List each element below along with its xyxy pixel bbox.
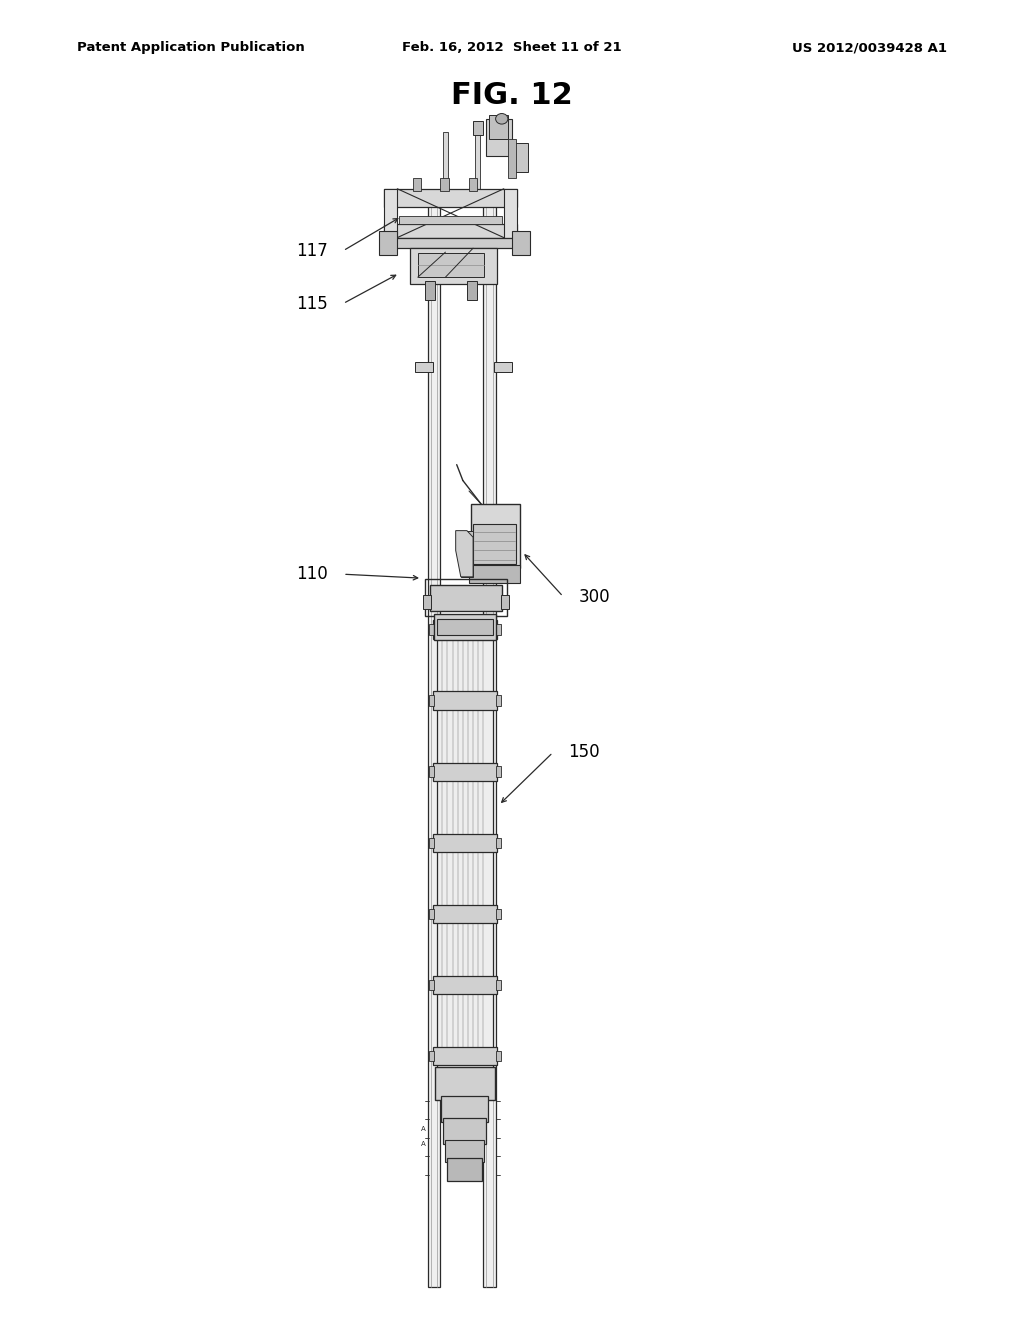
Bar [469,178,477,191]
Bar [501,595,509,609]
Bar [445,1140,484,1162]
Bar [433,620,497,639]
Bar [384,189,517,207]
Bar [510,143,528,172]
Bar [392,238,517,248]
Bar [512,231,530,255]
Bar [489,115,508,139]
Text: Patent Application Publication: Patent Application Publication [77,41,304,54]
Bar [473,524,516,564]
Bar [437,619,493,635]
Bar [433,834,497,853]
Bar [508,139,516,178]
Bar [418,253,484,277]
Bar [434,614,496,640]
Text: 117: 117 [296,242,328,260]
Bar [461,531,473,577]
Bar [471,504,520,568]
Text: FIG. 12: FIG. 12 [452,81,572,110]
Bar [467,281,477,300]
Bar [469,565,520,583]
Bar [425,281,435,300]
Bar [496,624,501,635]
Bar [433,904,497,923]
Bar [429,908,434,919]
Bar [429,624,434,635]
Bar [496,979,501,990]
Bar [428,191,440,1287]
Bar [504,189,517,238]
Bar [475,125,480,191]
Text: Feb. 16, 2012  Sheet 11 of 21: Feb. 16, 2012 Sheet 11 of 21 [402,41,622,54]
Bar [423,595,431,609]
Bar [429,696,434,706]
Bar [443,1118,486,1144]
Bar [415,362,433,372]
Bar [433,975,497,994]
Polygon shape [456,531,473,577]
Bar [440,178,449,191]
Text: 110: 110 [296,565,328,583]
Bar [435,1067,495,1100]
Bar [413,178,421,191]
Bar [429,979,434,990]
Text: US 2012/0039428 A1: US 2012/0039428 A1 [793,41,947,54]
Bar [433,1047,497,1065]
Bar [441,1096,488,1122]
Bar [473,121,483,135]
Bar [486,119,512,156]
Bar [429,837,434,847]
Bar [483,191,496,1287]
Bar [425,579,507,616]
Ellipse shape [496,114,508,124]
Bar [429,767,434,777]
Bar [442,132,449,191]
Text: A: A [421,1126,425,1131]
Bar [496,908,501,919]
Text: A: A [421,1142,425,1147]
Bar [433,692,497,710]
Bar [410,248,497,284]
Bar [384,189,397,238]
Bar [430,585,502,611]
Bar [399,216,502,224]
Text: 115: 115 [296,294,328,313]
Bar [433,763,497,781]
Text: 150: 150 [568,743,600,762]
Bar [496,837,501,847]
Bar [384,224,517,238]
Bar [496,767,501,777]
Bar [496,696,501,706]
Bar [429,1051,434,1061]
Bar [494,362,512,372]
Bar [447,1158,482,1181]
Bar [379,231,397,255]
Text: 300: 300 [579,587,610,606]
Bar [496,1051,501,1061]
Bar [437,616,493,1069]
